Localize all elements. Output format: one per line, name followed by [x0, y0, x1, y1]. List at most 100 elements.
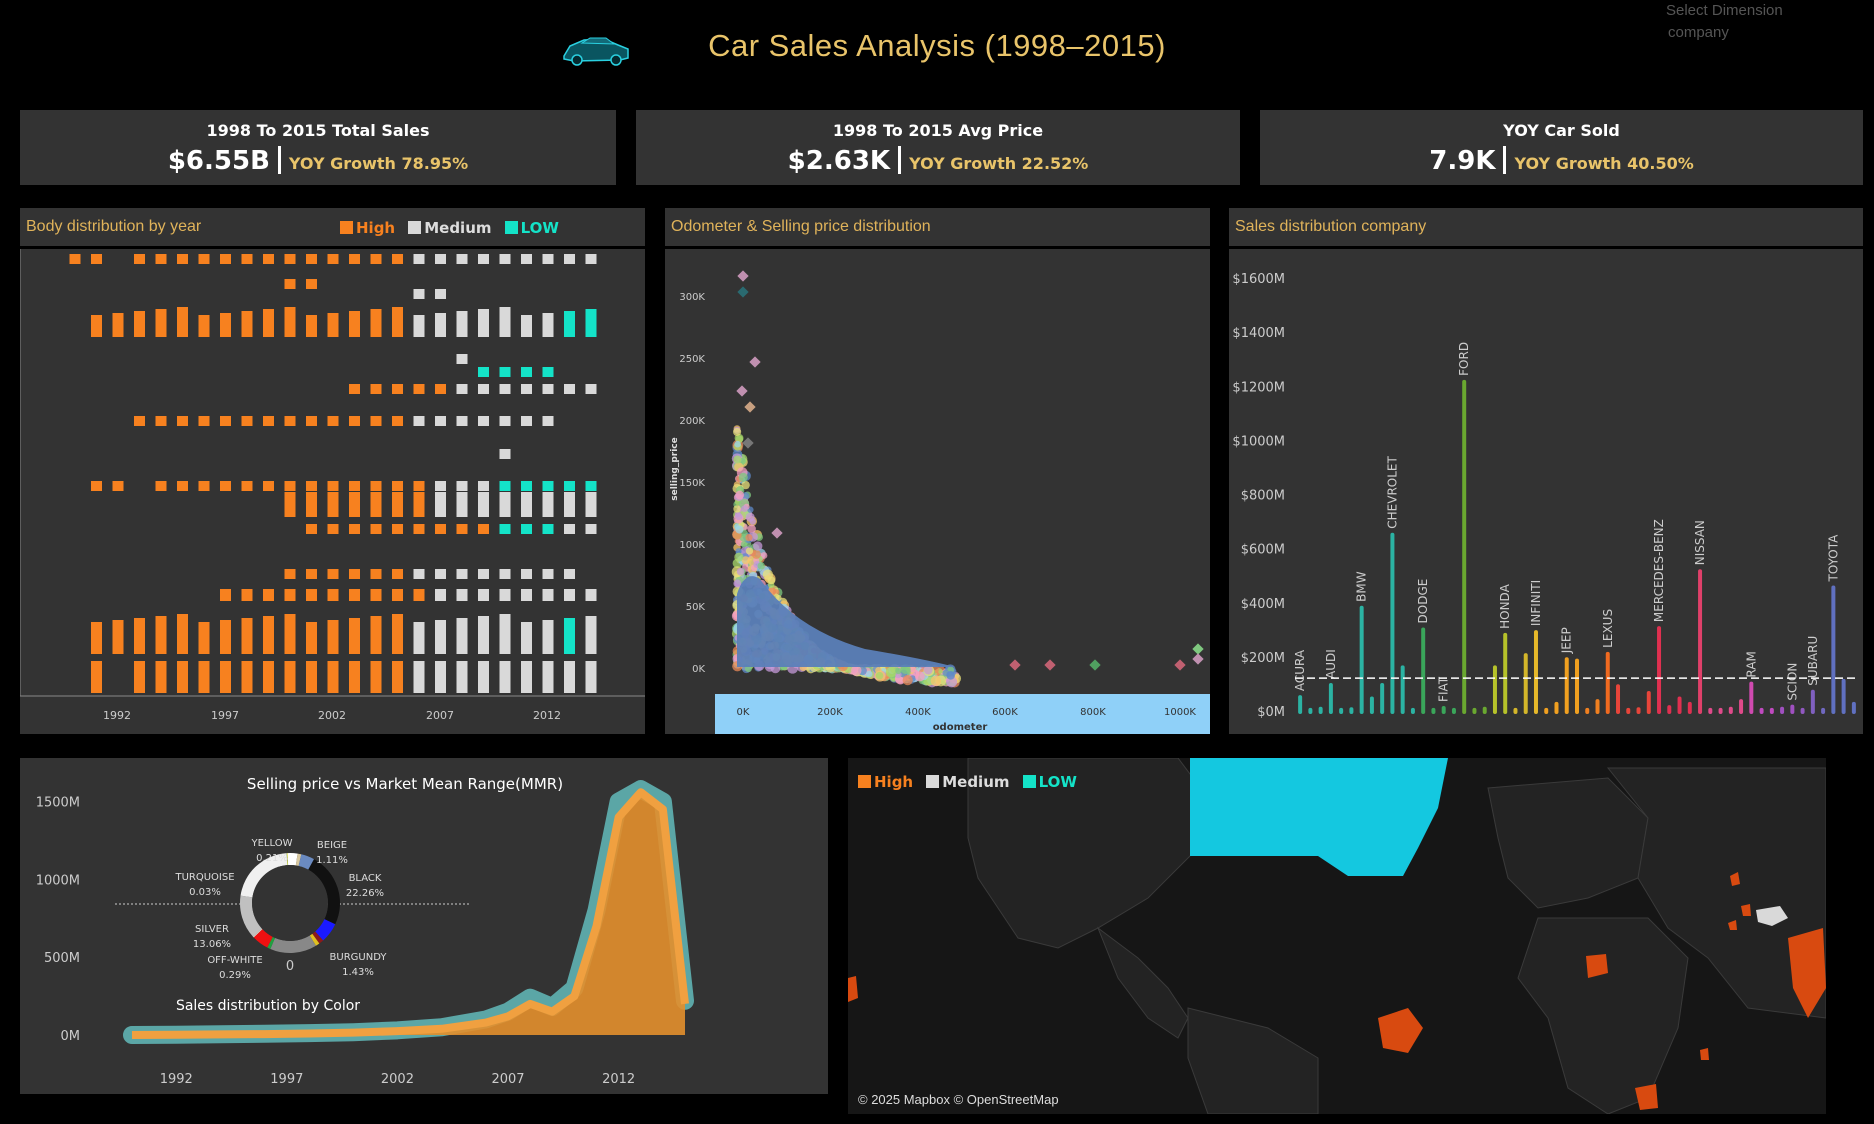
scatter-title: Odometer & Selling price distribution [671, 218, 931, 235]
kpi-yoy: YOY Growth 22.52% [909, 154, 1089, 173]
x-tick-label: 200K [817, 707, 843, 718]
scatter-outlier [1009, 659, 1021, 671]
heat-cell [306, 569, 317, 579]
x-axis-label: odometer [933, 722, 988, 733]
heat-cell [456, 524, 468, 534]
map-region-small-3 [1728, 920, 1737, 930]
x-tick-label: 1992 [160, 1072, 193, 1087]
donut-title: Sales distribution by Color [176, 998, 360, 1014]
map-region-colombia [1378, 1008, 1423, 1053]
heat-cell [306, 315, 317, 337]
map-region-small-4 [1700, 1048, 1709, 1060]
heat-cell [435, 569, 446, 579]
x-tick-label: 2012 [602, 1072, 635, 1087]
y-tick-label: 1500M [36, 796, 80, 811]
heat-cell [413, 569, 425, 579]
x-tick-label: 2007 [491, 1072, 524, 1087]
legend-low[interactable]: LOW [504, 219, 559, 237]
heat-cell [499, 384, 511, 394]
world-map[interactable]: High Medium LOW © 2025 Mapbox © OpenStre… [848, 758, 1826, 1114]
dimension-label: Select Dimension [1666, 2, 1783, 19]
legend-medium[interactable]: Medium [408, 219, 492, 237]
scatter-outlier [749, 356, 761, 368]
scatter-chart[interactable]: 300K 250K 200K 150K 100K 50K 0K selling_price 0K… [665, 249, 1210, 734]
company-chart[interactable]: $1600M $1400M $1200M $1000M $800M $600M $400M $… [1229, 249, 1863, 734]
donut-slice [309, 933, 320, 946]
y-tick-label: $1400M [1232, 326, 1285, 341]
heat-cell [435, 384, 446, 394]
heat-cell [435, 313, 446, 337]
x-tick-label: 400K [905, 707, 931, 718]
heat-cell [177, 254, 188, 264]
heat-cell [392, 661, 403, 693]
heat-cell [327, 492, 339, 517]
heat-cell [91, 661, 102, 693]
map-legend-high[interactable]: High [858, 773, 913, 791]
heat-cell [220, 661, 231, 693]
y-tick-label: 150K [679, 478, 705, 489]
map-legend-medium[interactable]: Medium [926, 773, 1010, 791]
x-tick-label: 2002 [318, 709, 346, 722]
map-region-southern-africa [1635, 1084, 1658, 1110]
heat-cell [499, 524, 511, 534]
heat-cell [585, 661, 597, 693]
heat-cell [306, 492, 317, 517]
heat-cell [349, 661, 360, 693]
dimension-value[interactable]: company [1668, 24, 1729, 41]
heat-cell [349, 569, 360, 579]
heat-cell [542, 254, 554, 264]
heat-cell [241, 661, 253, 693]
heat-cell [241, 311, 253, 337]
map-land-south-america [1187, 1007, 1319, 1114]
heat-cell [435, 481, 446, 491]
donut-slice [253, 929, 273, 948]
heat-cell [370, 309, 382, 337]
scatter-point [735, 525, 744, 534]
heat-cell [435, 416, 446, 426]
heat-cell [478, 384, 489, 394]
scatter-point [747, 524, 756, 534]
heat-cell [263, 481, 274, 491]
heat-cell [284, 614, 296, 654]
heat-cell [499, 614, 511, 654]
map-legend-low[interactable]: LOW [1022, 773, 1077, 791]
legend-high[interactable]: High [340, 219, 395, 237]
heat-cell [564, 481, 575, 491]
y-tick-label: 0K [692, 664, 705, 675]
kpi-value: $2.63K [787, 146, 891, 176]
heat-cell [435, 289, 446, 299]
x-tick-label: 2007 [426, 709, 454, 722]
heat-cell [284, 661, 296, 693]
map-region-india [1788, 928, 1826, 1018]
heat-cell [456, 569, 468, 579]
scatter-outlier [737, 270, 749, 282]
heat-cell [370, 492, 382, 517]
heat-cell [564, 254, 575, 264]
heat-cell [499, 589, 511, 601]
scatter-point [745, 533, 753, 542]
heat-cell [306, 481, 317, 491]
company-bar-label: SUBARU [1806, 636, 1820, 686]
y-axis-label: selling_price [670, 437, 680, 500]
donut-pct: 0.29% [219, 970, 251, 981]
heat-cell [478, 524, 489, 534]
map-canvas[interactable] [848, 758, 1826, 1114]
company-header: Sales distribution company [1229, 208, 1863, 246]
scatter-point [733, 579, 742, 588]
heat-cell [284, 307, 296, 337]
donut-pct: 13.06% [193, 939, 231, 950]
heat-cell [542, 313, 554, 337]
scatter-outlier [1089, 659, 1101, 671]
body-dist-title: Body distribution by year [26, 218, 202, 235]
heat-cell [521, 661, 532, 693]
company-title: Sales distribution company [1235, 218, 1427, 235]
scatter-outlier [736, 385, 748, 397]
body-dist-chart[interactable]: 1992 1997 2002 2007 2012 [19, 249, 645, 734]
heat-cell [155, 661, 167, 693]
heat-cell [134, 416, 145, 426]
dimension-selector[interactable]: Select Dimension company [1666, 0, 1783, 44]
heat-cell [112, 620, 124, 654]
heat-cell [198, 416, 210, 426]
scatter-point [741, 505, 748, 512]
color-mmr-chart[interactable]: 1500M 1000M 500M 0M 1992 1997 2002 2007 2012 Sell… [20, 758, 828, 1094]
